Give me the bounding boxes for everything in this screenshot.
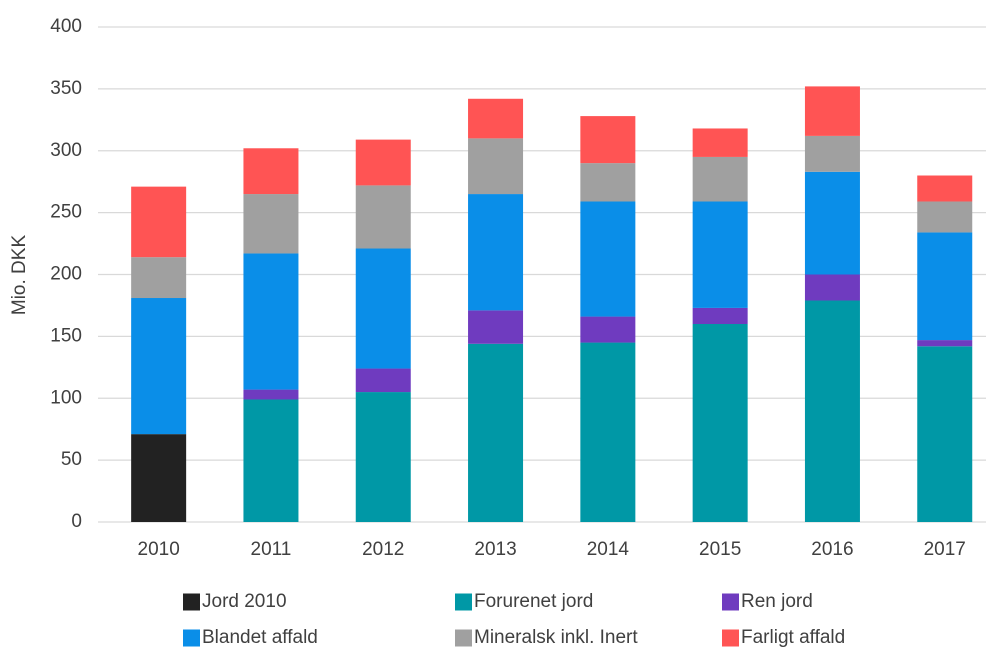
bar-segment bbox=[580, 116, 636, 164]
y-tick-label: 250 bbox=[50, 202, 82, 223]
legend-label: Forurenet jord bbox=[474, 591, 593, 612]
y-tick-label: 100 bbox=[50, 387, 82, 408]
y-tick-label: 300 bbox=[50, 140, 82, 161]
bar-segment bbox=[804, 86, 860, 136]
y-tick-label: 0 bbox=[71, 511, 82, 532]
legend-label: Ren jord bbox=[741, 591, 813, 612]
x-tick-label: 2011 bbox=[251, 539, 292, 560]
bar-segment bbox=[692, 324, 748, 522]
y-tick-label: 200 bbox=[50, 264, 82, 285]
bar-segment bbox=[355, 185, 411, 249]
bar-segment bbox=[692, 201, 748, 308]
x-tick-label: 2015 bbox=[699, 539, 741, 560]
x-tick-label: 2014 bbox=[587, 539, 630, 560]
y-axis-title: Mio. DKK bbox=[9, 235, 30, 316]
bar-segment bbox=[804, 300, 860, 522]
bar-segment bbox=[917, 346, 973, 522]
bar-segment bbox=[692, 156, 748, 202]
bar-segment bbox=[468, 343, 524, 522]
bar-segment bbox=[917, 232, 973, 341]
bar-segment bbox=[355, 248, 411, 369]
y-tick-label: 350 bbox=[50, 78, 82, 99]
bar-segment bbox=[580, 201, 636, 317]
legend-swatch bbox=[183, 629, 200, 647]
x-tick-label: 2012 bbox=[362, 539, 404, 560]
legend-swatch bbox=[455, 629, 472, 647]
legend-label: Jord 2010 bbox=[202, 591, 287, 612]
bar-segment bbox=[131, 298, 187, 435]
bar-segment bbox=[355, 368, 411, 393]
bar-segment bbox=[243, 399, 299, 522]
bar-segment bbox=[468, 98, 524, 139]
bar-segment bbox=[917, 175, 973, 202]
bar-segment bbox=[131, 257, 187, 299]
y-tick-label: 50 bbox=[61, 449, 82, 470]
x-tick-label: 2017 bbox=[924, 539, 966, 560]
x-tick-label: 2010 bbox=[138, 539, 180, 560]
legend-swatch bbox=[455, 593, 472, 611]
bar-segment bbox=[468, 194, 524, 311]
bar-segment bbox=[243, 194, 299, 254]
bar-segment bbox=[131, 186, 187, 258]
bar-segment bbox=[580, 163, 636, 202]
bar-segment bbox=[468, 138, 524, 195]
bar-segment bbox=[355, 392, 411, 522]
bar-segment bbox=[468, 310, 524, 344]
legend-swatch bbox=[722, 593, 739, 611]
legend-swatch bbox=[183, 593, 200, 611]
legend-label: Farligt affald bbox=[741, 627, 845, 648]
bar-segment bbox=[917, 201, 973, 233]
y-tick-label: 400 bbox=[50, 16, 82, 37]
bar-segment bbox=[243, 253, 299, 390]
legend-label: Blandet affald bbox=[202, 627, 318, 648]
bar-segment bbox=[804, 274, 860, 301]
legend-swatch bbox=[722, 629, 739, 647]
bar-segment bbox=[917, 340, 973, 347]
legend-label: Mineralsk inkl. Inert bbox=[474, 627, 638, 648]
bar-segment bbox=[804, 135, 860, 172]
x-tick-label: 2013 bbox=[474, 539, 516, 560]
bar-segment bbox=[692, 128, 748, 157]
x-tick-label: 2016 bbox=[811, 539, 853, 560]
bar-segment bbox=[804, 171, 860, 275]
bar-segment bbox=[243, 148, 299, 195]
bar-segment bbox=[692, 307, 748, 324]
bar-segment bbox=[580, 342, 636, 522]
bar-segment bbox=[355, 139, 411, 186]
bar-segment bbox=[131, 434, 187, 522]
bar-segment bbox=[243, 389, 299, 400]
y-tick-label: 150 bbox=[50, 325, 82, 346]
bar-segment bbox=[580, 316, 636, 343]
